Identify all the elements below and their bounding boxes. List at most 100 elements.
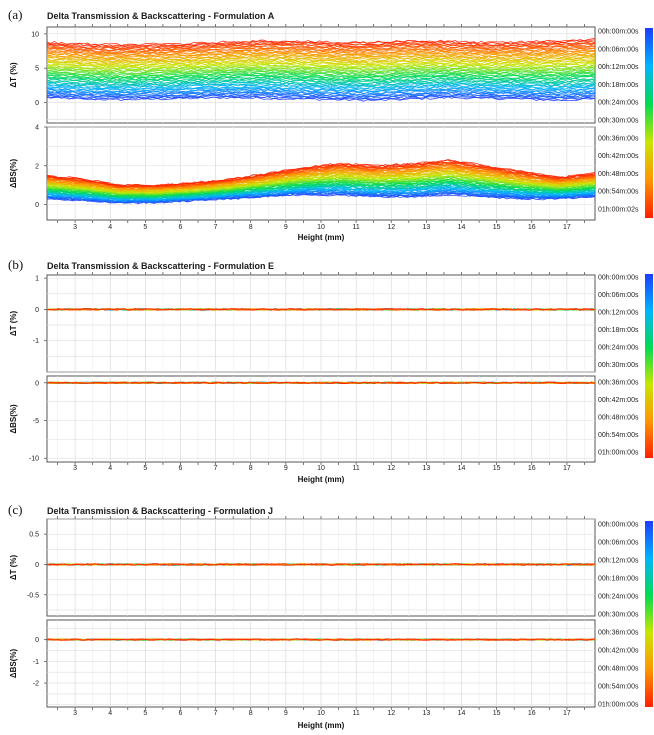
panel-letter: (b) [8, 257, 23, 272]
x-tick-label: 3 [73, 710, 77, 717]
time-label: 00h:00m:00s [598, 29, 639, 36]
series-line [47, 52, 596, 59]
y-tick-label: 0.5 [29, 532, 39, 539]
y-axis-label: ΔT (%) [9, 62, 18, 88]
x-tick-label: 15 [493, 710, 501, 717]
time-label: 00h:24m:00s [598, 100, 639, 107]
series-line [46, 83, 596, 89]
series-line [46, 159, 596, 187]
series-line [46, 162, 596, 188]
y-axis-label: ΔT (%) [9, 311, 18, 337]
x-tick-label: 4 [108, 224, 112, 231]
time-label: 00h:06m:00s [598, 292, 639, 299]
x-tick-label: 9 [284, 224, 288, 231]
time-label: 00h:00m:00s [598, 522, 639, 529]
x-tick-label: 15 [493, 224, 501, 231]
time-label: 00h:54m:00s [598, 189, 639, 196]
x-tick-label: 14 [458, 710, 466, 717]
x-tick-label: 3 [73, 465, 77, 472]
x-tick-label: 13 [422, 710, 430, 717]
time-label: 00h:36m:00s [598, 380, 639, 387]
x-tick-label: 5 [143, 710, 147, 717]
x-axis-label: Height (mm) [298, 721, 345, 730]
x-tick-label: 17 [563, 710, 571, 717]
series-line [46, 80, 596, 87]
x-tick-label: 11 [352, 224, 359, 231]
time-label: 00h:36m:00s [598, 630, 639, 637]
time-label: 00h:30m:00s [598, 118, 639, 125]
time-label: 00h:42m:00s [598, 397, 639, 404]
series-line [46, 175, 596, 195]
time-label: 00h:06m:00s [598, 46, 639, 53]
time-label: 00h:54m:00s [598, 684, 639, 691]
y-tick-label: 2 [35, 163, 39, 170]
time-label: 00h:12m:00s [598, 310, 639, 317]
time-label: 00h:42m:00s [598, 153, 639, 160]
x-axis-label: Height (mm) [298, 475, 345, 484]
x-tick-label: 8 [249, 465, 253, 472]
y-tick-label: 0 [35, 100, 39, 107]
x-tick-label: 9 [284, 465, 288, 472]
time-label: 00h:06m:00s [598, 540, 639, 547]
subplot-delta-bs: 0 2 4 ΔBS(%) [9, 125, 596, 221]
time-label: 00h:00m:00s [598, 275, 639, 282]
subplot-delta-t: 0 5 10 ΔT (%) [9, 24, 596, 124]
series-line [46, 50, 596, 57]
y-axis-label: ΔBS(%) [9, 159, 18, 189]
series-line [46, 170, 596, 193]
series-line [46, 75, 596, 81]
y-tick-label: 0 [35, 202, 39, 209]
series-line [46, 38, 596, 47]
y-tick-label: 5 [35, 66, 39, 73]
series-line [46, 64, 596, 71]
x-tick-label: 6 [179, 224, 183, 231]
y-tick-label: -1 [33, 659, 39, 666]
series-line [46, 381, 596, 384]
x-tick-label: 14 [458, 465, 466, 472]
subplot-delta-bs: -10 -5 0 ΔBS(%) [9, 375, 596, 463]
x-tick-label: 16 [528, 465, 536, 472]
series-line [46, 47, 596, 55]
series-line [46, 57, 596, 64]
y-tick-label: 0 [35, 562, 39, 569]
x-tick-label: 6 [179, 710, 183, 717]
y-axis-label: ΔT (%) [9, 555, 18, 581]
x-tick-label: 3 [73, 224, 77, 231]
time-label: 00h:30m:00s [598, 612, 639, 619]
y-tick-label: 1 [35, 276, 39, 283]
y-tick-label: -0.5 [27, 592, 39, 599]
x-tick-label: 12 [387, 224, 395, 231]
series-line [46, 40, 596, 48]
time-label: 01h:00m:02s [598, 207, 639, 214]
chart-title: Delta Transmission & Backscattering - Fo… [47, 506, 273, 516]
y-tick-label: -5 [33, 418, 39, 425]
y-tick-label: -10 [29, 456, 39, 463]
time-label: 00h:48m:00s [598, 666, 639, 673]
chart-panel-0: (a) Delta Transmission & Backscattering -… [8, 7, 653, 242]
x-tick-label: 17 [563, 224, 571, 231]
x-tick-label: 5 [143, 224, 147, 231]
colorbar [645, 274, 653, 458]
chart-title: Delta Transmission & Backscattering - Fo… [47, 261, 274, 271]
x-tick-label: 13 [422, 224, 430, 231]
time-label: 00h:48m:00s [598, 415, 639, 422]
time-label: 00h:18m:00s [598, 327, 639, 334]
x-tick-label: 16 [528, 710, 536, 717]
series-line [46, 55, 596, 63]
x-tick-label: 11 [352, 710, 359, 717]
y-tick-label: 0 [35, 380, 39, 387]
series-line [46, 66, 596, 73]
x-tick-label: 7 [214, 710, 218, 717]
time-label: 01h:00m:00s [598, 450, 639, 457]
x-tick-label: 8 [249, 710, 253, 717]
time-label: 00h:24m:00s [598, 594, 639, 601]
colorbar [645, 28, 653, 218]
y-tick-label: 10 [31, 31, 39, 38]
x-tick-label: 9 [284, 710, 288, 717]
series-line [46, 79, 596, 85]
time-label: 00h:12m:00s [598, 64, 639, 71]
chart-title: Delta Transmission & Backscattering - Fo… [47, 11, 275, 21]
time-label: 01h:00m:00s [598, 702, 639, 709]
